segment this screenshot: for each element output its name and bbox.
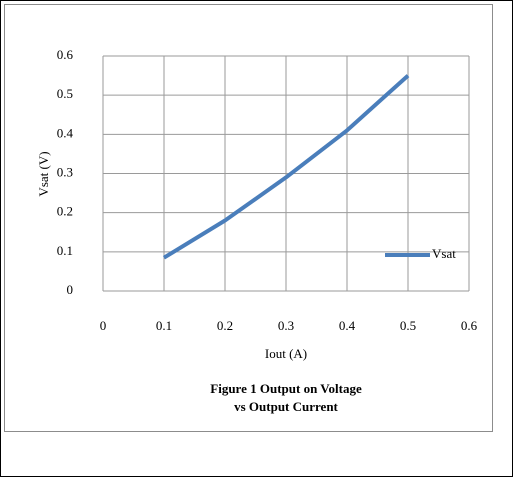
chart-title: vs Output Current — [234, 399, 338, 414]
y-tick-label: 0.5 — [57, 86, 73, 101]
y-tick-label: 0.2 — [57, 204, 73, 219]
y-tick-label: 0.6 — [57, 47, 74, 62]
data-line — [162, 74, 410, 260]
x-tick-label: 0.6 — [461, 318, 478, 333]
legend-label: Vsat — [432, 246, 456, 261]
y-tick-label: 0.4 — [57, 125, 74, 140]
chart-title: Figure 1 Output on Voltage — [210, 381, 362, 396]
x-tick-label: 0.2 — [217, 318, 233, 333]
x-tick-label: 0 — [100, 318, 107, 333]
x-tick-label: 0.3 — [278, 318, 294, 333]
chart-box — [4, 4, 493, 432]
x-tick-label: 0.4 — [339, 318, 356, 333]
y-tick-label: 0 — [67, 282, 74, 297]
x-tick-label: 0.1 — [156, 318, 172, 333]
y-axis-label: Vsat (V) — [36, 151, 51, 196]
y-tick-label: 0.3 — [57, 164, 73, 179]
y-tick-label: 0.1 — [57, 243, 73, 258]
x-axis-label: Iout (A) — [265, 346, 307, 361]
x-tick-label: 0.5 — [400, 318, 416, 333]
